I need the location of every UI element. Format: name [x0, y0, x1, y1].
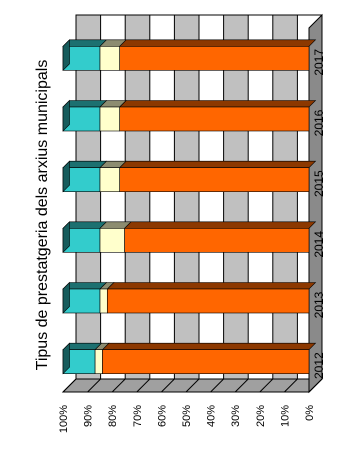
- bar-end-face: [62, 99, 70, 132]
- bar-front-face: [124, 228, 310, 253]
- wall-band: [223, 15, 249, 379]
- bar-front-face: [99, 106, 120, 132]
- bar-front-face: [94, 349, 103, 374]
- gridlines: [62, 15, 323, 393]
- wall-band: [125, 15, 150, 379]
- bar-front-face: [119, 106, 310, 132]
- category-label: 2014: [312, 231, 326, 258]
- bar-front-face: [119, 46, 310, 71]
- bar-front-face: [99, 228, 125, 253]
- category-label: 2017: [312, 49, 326, 76]
- floor-gridline: [185, 378, 200, 393]
- tick-label: 90%: [83, 405, 95, 427]
- bar-top-face: [101, 342, 317, 350]
- bar-segment: [118, 100, 317, 132]
- bar-segment: [99, 39, 127, 71]
- bar-front-face: [99, 46, 120, 71]
- floor-gridline: [234, 378, 249, 393]
- category-label: 2016: [312, 109, 326, 136]
- tick-label: 40%: [206, 405, 218, 427]
- bar-end-face: [62, 342, 70, 375]
- plot-walls: [75, 14, 323, 380]
- category-label: 2012: [312, 352, 326, 379]
- tick-label: 70%: [132, 405, 144, 427]
- tick-label: 10%: [279, 405, 291, 427]
- bar-front-face: [102, 349, 310, 374]
- bar-end-face: [62, 160, 70, 193]
- tick-label: 50%: [181, 405, 193, 427]
- wall-band: [100, 15, 126, 379]
- wall-band: [149, 15, 175, 379]
- bar-segment: [118, 39, 317, 71]
- floor-gridline: [284, 378, 298, 393]
- bar-top-face: [118, 39, 317, 47]
- bar-series: [62, 39, 317, 375]
- wall-band: [272, 15, 298, 379]
- floor-gridline: [136, 378, 151, 393]
- floor-gridline: [62, 378, 77, 393]
- category-labels: 2012 2013 2014 2015 2016 2017: [312, 49, 326, 379]
- floor-gridline: [161, 378, 175, 393]
- wall-band: [174, 15, 199, 379]
- bar-top-face: [118, 160, 317, 168]
- tick-label: 80%: [107, 405, 119, 427]
- bar-top-face: [106, 282, 317, 290]
- bar-segment: [99, 221, 132, 253]
- tick-label: 0%: [304, 405, 316, 421]
- axis-tick-labels: 0% 10% 20% 30% 40% 50% 60% 70% 80% 90% 100%: [58, 405, 316, 433]
- wall-band: [199, 15, 224, 379]
- tick-label: 60%: [156, 405, 168, 427]
- bar-segment: [118, 160, 317, 192]
- bar-front-face: [99, 288, 108, 314]
- wall-band: [248, 15, 273, 379]
- wall-band: [76, 15, 101, 379]
- chart-title: Tipus de prestatgeria dels arxius munici…: [34, 60, 51, 371]
- floor-gridline: [210, 378, 224, 393]
- bar-segment: [99, 282, 115, 314]
- bar-top-face: [118, 100, 317, 108]
- floor-gridline: [87, 378, 101, 393]
- bar-segment: [99, 100, 127, 132]
- bar-segment: [101, 342, 317, 374]
- bar-segment: [123, 221, 317, 253]
- bar-end-face: [62, 39, 70, 72]
- bar-top-face: [123, 221, 317, 229]
- bar-front-face: [106, 288, 310, 314]
- tick-label: 30%: [230, 405, 242, 427]
- tick-label: 20%: [255, 405, 267, 427]
- bar-front-face: [119, 167, 310, 192]
- bar-segment: [106, 282, 317, 314]
- category-label: 2013: [312, 291, 326, 318]
- category-label: 2015: [312, 170, 326, 197]
- floor-gridline: [259, 378, 274, 393]
- tick-label: 100%: [58, 405, 70, 433]
- bar-end-face: [62, 281, 70, 314]
- bar-end-face: [62, 221, 70, 254]
- floor-gridline: [308, 378, 323, 393]
- bar-front-face: [99, 167, 120, 192]
- floor-gridline: [111, 378, 126, 393]
